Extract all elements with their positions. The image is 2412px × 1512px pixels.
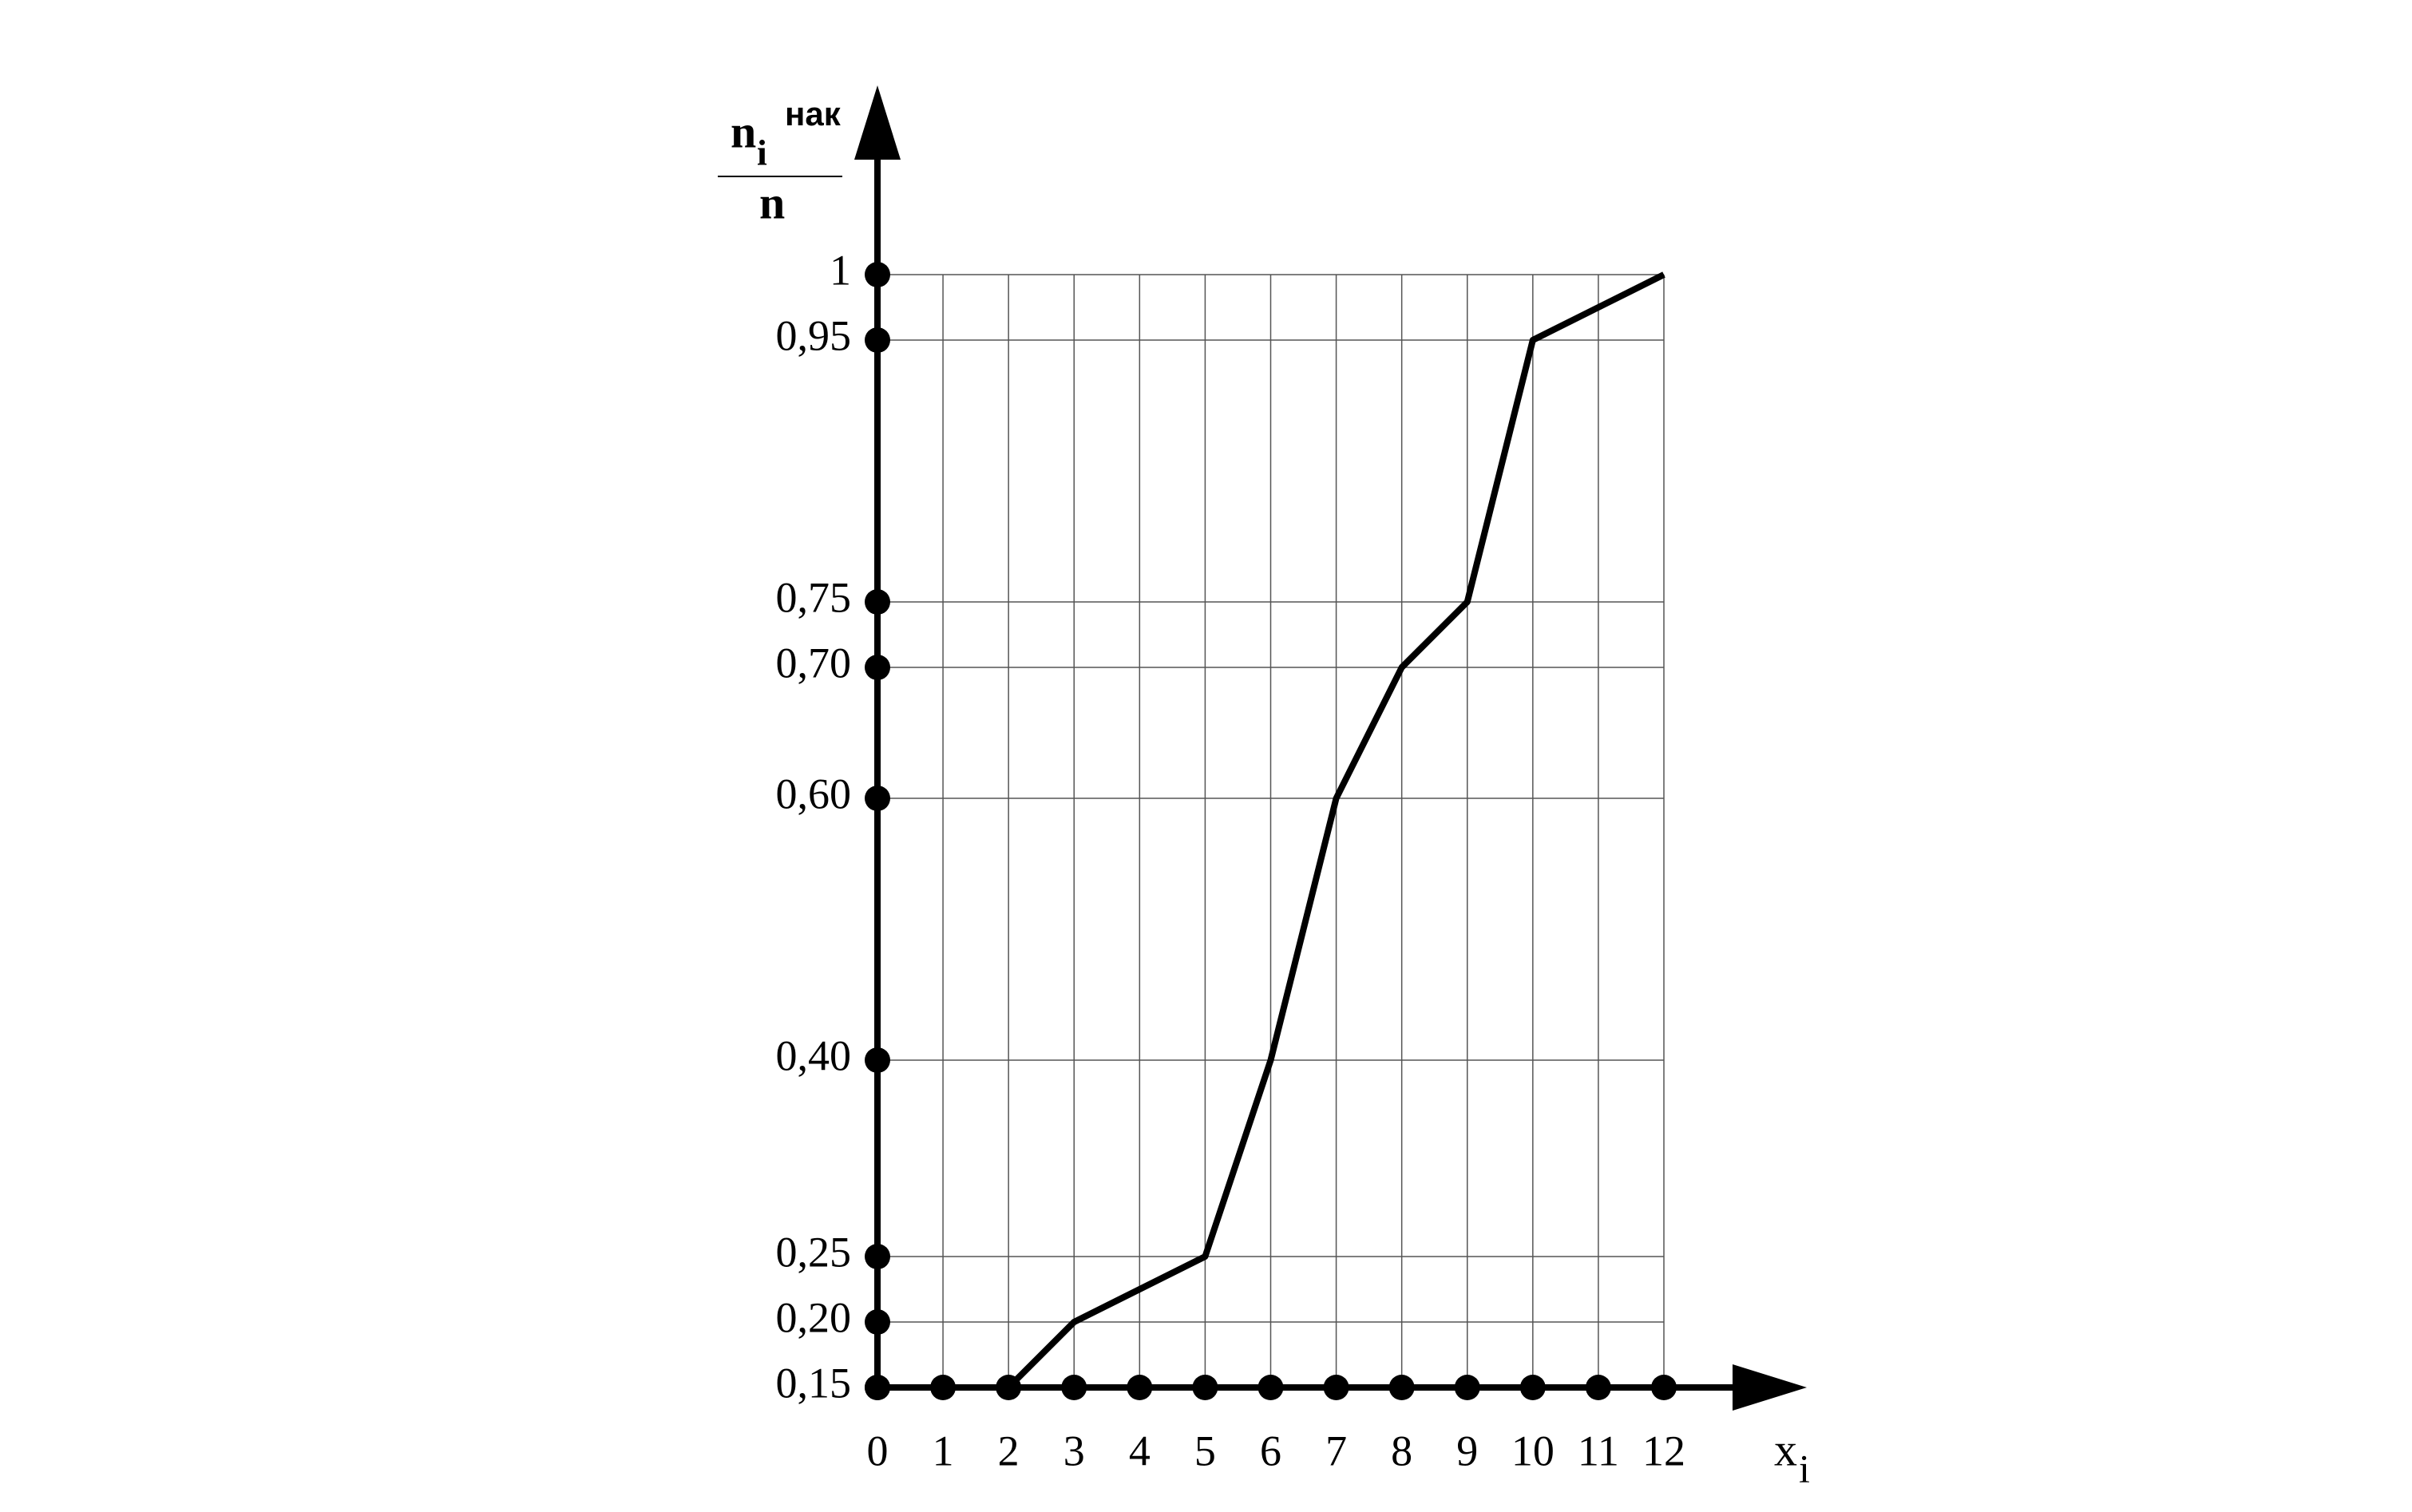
y-tick-label: 0,75 (776, 573, 852, 621)
tick-mark (865, 655, 890, 680)
tick-mark (1519, 1375, 1546, 1400)
tick-mark (1323, 1375, 1349, 1400)
tick-mark (1388, 1375, 1415, 1400)
x-tick-label: 5 (1194, 1427, 1216, 1474)
y-axis-arrow (854, 85, 901, 160)
y-label-subscript: i (757, 133, 767, 173)
x-tick-label: 9 (1456, 1427, 1478, 1474)
x-tick-label: 3 (1063, 1427, 1085, 1474)
y-label-denominator: n (759, 176, 785, 228)
tick-mark (865, 1047, 890, 1073)
tick-mark (1257, 1375, 1284, 1400)
tick-mark (1651, 1375, 1677, 1400)
y-tick-label: 0,40 (776, 1031, 852, 1079)
tick-mark (865, 327, 890, 353)
y-tick-label: 0,20 (776, 1293, 852, 1341)
tick-mark (865, 1375, 890, 1400)
y-tick-label: 1 (830, 246, 851, 294)
x-tick-label: 6 (1260, 1427, 1281, 1474)
data-line (1006, 271, 1665, 1390)
tick-mark (1585, 1375, 1611, 1400)
x-tick-label: 4 (1129, 1427, 1151, 1474)
tick-mark (1192, 1375, 1218, 1400)
y-tick-label: 0,95 (776, 311, 852, 359)
x-tick-label: 2 (998, 1427, 1020, 1474)
tick-mark (865, 589, 890, 615)
tick-mark (865, 1309, 890, 1335)
tick-mark (1454, 1375, 1480, 1400)
y-tick-label: 0,15 (776, 1359, 852, 1407)
y-tick-label: 0,25 (776, 1228, 852, 1276)
x-tick-label: 8 (1391, 1427, 1412, 1474)
tick-mark (865, 786, 890, 811)
y-tick-label: 0,70 (776, 639, 852, 687)
tick-mark (930, 1375, 956, 1400)
x-label-base: x (1774, 1423, 1797, 1475)
x-tick-label: 0 (867, 1427, 889, 1474)
y-tick-label: 0,60 (776, 770, 852, 817)
x-tick-label: 11 (1578, 1427, 1619, 1474)
tick-mark (865, 262, 890, 287)
x-axis-arrow (1733, 1364, 1807, 1411)
tick-mark (1127, 1375, 1153, 1400)
x-tick-label: 7 (1325, 1427, 1347, 1474)
tick-mark (1061, 1375, 1087, 1400)
y-label-superscript: нак (785, 95, 842, 133)
tick-mark (865, 1244, 890, 1269)
x-tick-label: 1 (933, 1427, 954, 1474)
x-tick-label: 10 (1511, 1427, 1555, 1474)
x-tick-label: 12 (1642, 1427, 1685, 1474)
tick-mark (996, 1375, 1022, 1400)
y-label-base: n (731, 105, 756, 157)
x-label-subscript: i (1799, 1446, 1810, 1490)
